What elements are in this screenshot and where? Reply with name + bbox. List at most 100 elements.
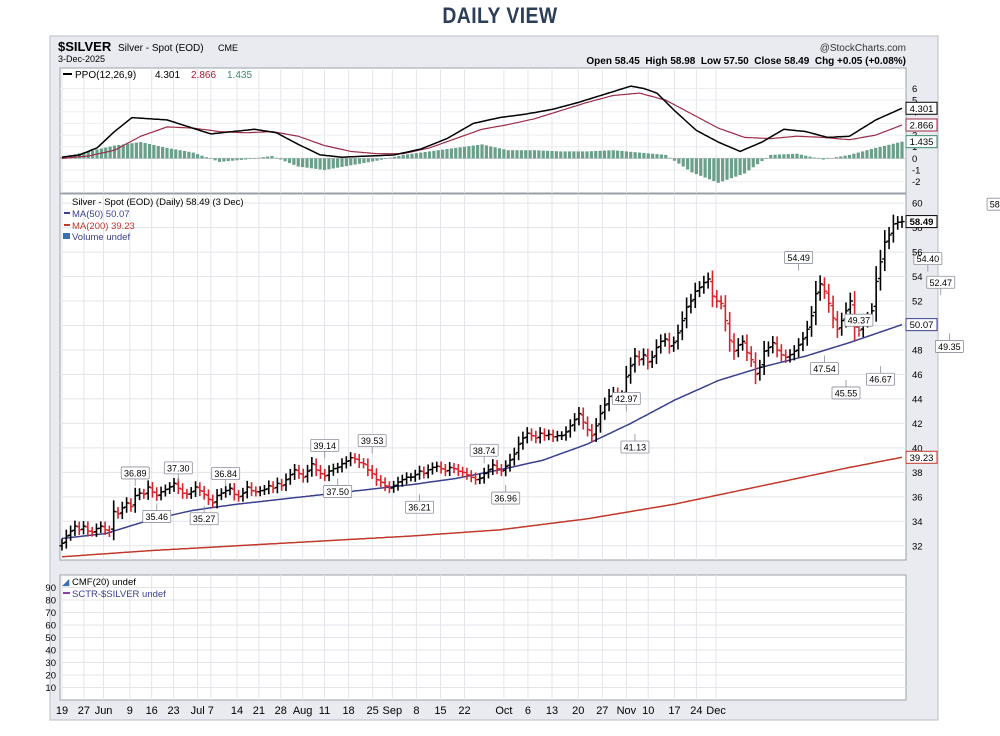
price-bar — [279, 478, 285, 491]
price-bar — [240, 487, 246, 502]
x-tick-label: 22 — [458, 705, 470, 717]
ppo-histogram-bar — [795, 153, 799, 159]
price-y-tick-label: 52 — [912, 297, 923, 308]
ppo-histogram-bar — [589, 151, 593, 159]
price-bar — [171, 477, 177, 492]
price-end-label: 39.23 — [910, 453, 934, 464]
lower-y-tick-label: 80 — [45, 596, 56, 607]
price-end-label-box — [905, 318, 938, 332]
price-bar — [511, 447, 517, 466]
x-tick-label: 13 — [546, 705, 558, 717]
x-tick-label: 21 — [253, 705, 265, 717]
ppo-histogram-bar — [563, 151, 567, 159]
ppo-histogram-bar — [843, 155, 847, 159]
annotation-box — [357, 434, 387, 448]
ppo-histogram-bar — [147, 144, 152, 159]
annotation-box — [189, 512, 219, 526]
price-bar — [813, 280, 819, 326]
ppo-histogram-bar — [502, 149, 506, 159]
annotation-box — [611, 392, 641, 405]
x-tick-label: Jul — [191, 705, 205, 717]
price-bar — [360, 458, 367, 469]
x-tick-label: 14 — [231, 705, 243, 717]
ppo-histogram-bar — [602, 150, 607, 159]
ppo-histogram-bar — [392, 156, 397, 159]
price-bar — [593, 418, 599, 442]
ppo-histogram-bar — [161, 146, 165, 159]
ppo-histogram-bar — [362, 158, 366, 164]
annotation-box — [323, 485, 353, 498]
lower-y-tick-label: 30 — [45, 658, 56, 669]
volume-legend: Volume undef — [72, 232, 130, 243]
price-bar — [722, 295, 728, 332]
x-tick-label: 17 — [668, 705, 680, 717]
ppo-histogram-bar — [751, 158, 755, 168]
lower-y-tick-label: 70 — [45, 608, 56, 619]
ppo-histogram-bar — [550, 151, 554, 159]
price-bar — [128, 498, 134, 512]
price-bar — [287, 468, 293, 485]
price-y-tick-label: 32 — [912, 541, 923, 552]
price-annotation: 49.35 — [938, 342, 961, 352]
x-tick-label: 18 — [342, 705, 354, 717]
ppo-histogram-bar — [436, 150, 440, 159]
ppo-histogram-bar — [651, 153, 655, 159]
x-tick-label: Sep — [383, 705, 403, 717]
ppo-histogram-bar — [143, 143, 147, 159]
price-y-tick-label: 36 — [912, 492, 923, 503]
price-bar — [671, 336, 677, 352]
ppo-histogram-bar — [77, 153, 82, 159]
ppo-histogram-bar — [344, 158, 348, 167]
price-bar — [662, 333, 668, 347]
price-end-label-box — [905, 215, 938, 229]
ppo-legend: PPO(12,26,9) 4.301 2.866 1.435 — [63, 70, 252, 81]
price-bar — [731, 333, 737, 360]
ppo-legend-title: PPO(12,26,9) — [75, 70, 136, 81]
price-bar — [304, 464, 311, 483]
cmf-legend-icon: ◢ — [62, 577, 70, 588]
price-bar — [576, 407, 582, 426]
price-bar — [705, 272, 711, 289]
ppo-histogram-bar — [266, 156, 270, 159]
price-bar — [503, 460, 509, 477]
ppo-y-tick-label: 0 — [912, 154, 917, 165]
ppo-histogram-bar — [891, 143, 895, 159]
ppo-histogram-bar — [191, 152, 195, 159]
price-y-tick-label: 38 — [912, 468, 923, 479]
ppo-histogram-bar — [497, 148, 502, 159]
price-bar — [817, 275, 823, 301]
ppo-histogram-bar — [707, 158, 712, 180]
ppo-histogram-bar — [117, 144, 121, 159]
x-tick-label: 27 — [78, 705, 90, 717]
ppo-histogram-bar — [410, 153, 414, 159]
ppo-histogram-bar — [261, 157, 265, 159]
ppo-histogram-bar — [489, 146, 493, 159]
x-tick-label: 27 — [596, 705, 608, 717]
ppo-histogram-bar — [515, 150, 519, 159]
ppo-histogram-bar — [327, 158, 331, 170]
ppo-histogram-bar — [493, 147, 497, 159]
ppo-histogram-bar — [878, 146, 882, 159]
ppo-histogram-bar — [834, 157, 838, 159]
ppo-histogram-bar — [799, 154, 803, 159]
ppo-histogram-bar — [839, 156, 843, 159]
price-annotation: 36.21 — [408, 503, 431, 513]
ppo-histogram-bar — [791, 153, 795, 159]
price-legend-series: Silver - Spot (EOD) (Daily) 58.49 (3 Dec… — [72, 197, 244, 208]
price-bar — [63, 529, 69, 549]
ppo-histogram-bar — [222, 158, 226, 162]
ppo-histogram-bar — [734, 158, 738, 177]
lower-y-tick-label: 50 — [45, 633, 56, 644]
ppo-histogram-bar — [554, 151, 558, 159]
price-bar — [757, 359, 763, 381]
ppo-histogram-bar — [419, 152, 423, 159]
lower-y-tick-label: 60 — [45, 621, 56, 632]
lower-y-tick-label: 10 — [45, 683, 56, 694]
price-bar — [533, 430, 539, 444]
ppo-histogram-bar — [537, 150, 541, 159]
ppo-histogram-bar — [283, 158, 287, 162]
ppo-histogram-bar — [314, 158, 318, 169]
ppo-histogram-bar — [204, 157, 208, 159]
